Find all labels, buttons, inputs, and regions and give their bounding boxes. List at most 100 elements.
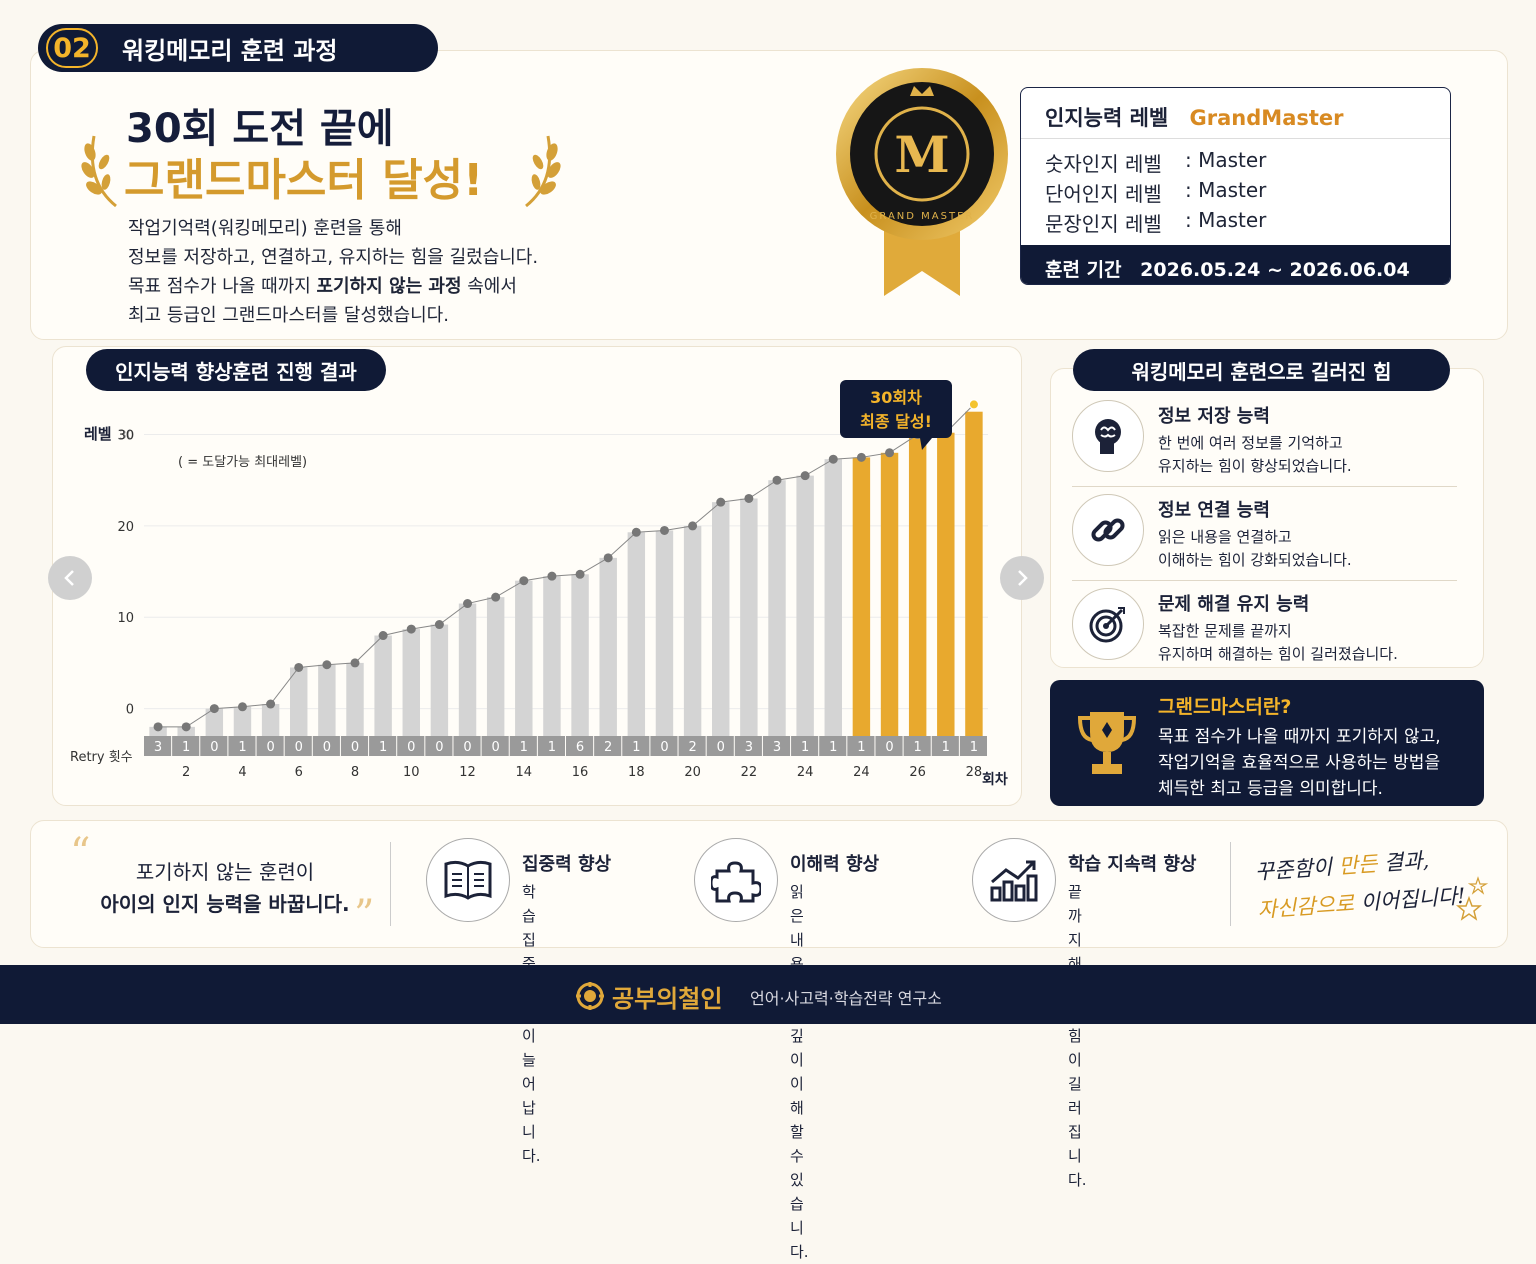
bar — [205, 708, 224, 736]
retry-cell — [734, 736, 762, 756]
max-level-point — [153, 722, 163, 732]
y-tick-label: 30 — [117, 429, 134, 444]
gm-box-line1: 목표 점수가 나올 때까지 포기하지 않고, — [1158, 727, 1441, 747]
retry-count: 1 — [182, 740, 190, 755]
max-level-point — [575, 569, 585, 579]
footer-tagline: 언어·사고력·학습전략 연구소 — [750, 989, 942, 1008]
max-level-point — [519, 576, 529, 586]
retry-count: 2 — [688, 740, 696, 755]
retry-cell — [819, 736, 847, 756]
star-icon — [1456, 896, 1482, 921]
retry-cell — [397, 736, 425, 756]
bar — [712, 502, 730, 736]
bar — [374, 635, 392, 736]
retry-count: 0 — [717, 740, 725, 755]
max-level-point — [716, 497, 726, 507]
section-title: 워킹메모리 훈련 과정 — [122, 36, 338, 65]
retry-count: 3 — [154, 740, 162, 755]
bar — [740, 498, 758, 736]
max-level-point — [406, 624, 416, 634]
max-level-point — [378, 631, 388, 641]
retry-count: 1 — [632, 740, 640, 755]
max-level-point — [209, 704, 219, 714]
retry-count: 1 — [857, 740, 865, 755]
x-tick-label: 14 — [516, 765, 533, 780]
retry-cell — [791, 736, 819, 756]
bar — [261, 704, 280, 736]
bar — [149, 726, 167, 736]
footer: 공부의철인 언어·사고력·학습전략 연구소 — [0, 965, 1536, 1024]
hero-desc-1: 작업기억력(워킹메모리) 훈련을 통해 — [128, 218, 402, 239]
max-level-point — [350, 658, 360, 668]
x-tick-label: 20 — [684, 765, 701, 780]
y-tick-label: 0 — [126, 703, 134, 718]
hero-title-line2: 그랜드마스터 달성! — [124, 155, 484, 206]
x-tick-label: 12 — [459, 765, 476, 780]
feature-info-storage: 정보 저장 능력 한 번에 여러 정보를 기억하고 유지하는 힘이 향상되었습니… — [1072, 400, 1457, 480]
feature-problem-solving: 문제 해결 유지 능력 복잡한 문제를 끝까지 유지하며 해결하는 힘이 길러졌… — [1072, 588, 1457, 668]
level-card-value: GrandMaster — [1189, 106, 1344, 130]
chart-legend: ( = 도달가능 최대레벨) — [178, 455, 307, 470]
retry-count: 0 — [660, 740, 668, 755]
hero-title-line1: 30회 도전 끝에 — [126, 106, 394, 152]
callout-line1: 30회차 — [870, 388, 922, 407]
bar — [683, 525, 702, 736]
x-tick-label: 18 — [628, 765, 645, 780]
bar — [571, 574, 589, 736]
x-axis-label: 회차 — [982, 772, 1008, 788]
max-level-point — [772, 475, 782, 485]
retry-count: 0 — [435, 740, 443, 755]
medal-letter: M — [894, 125, 949, 184]
hero-desc-4: 최고 등급인 그랜드마스터를 달성했습니다. — [128, 305, 449, 326]
callout-line2: 최종 달성! — [860, 412, 932, 431]
retry-cell — [931, 736, 959, 756]
retry-cell — [537, 736, 565, 756]
max-level-point — [434, 620, 444, 630]
bar — [402, 629, 420, 736]
bar — [908, 434, 927, 736]
x-tick-label: 16 — [572, 765, 589, 780]
chart-next-button[interactable] — [1000, 556, 1044, 600]
retry-cell — [425, 736, 453, 756]
retry-cell — [200, 736, 228, 756]
retry-count: 1 — [801, 740, 809, 755]
bar — [768, 480, 786, 736]
max-level-point — [266, 699, 276, 709]
medal-ring-text: GRAND MASTER — [870, 211, 975, 222]
retry-cell — [762, 736, 791, 756]
max-level-point — [688, 521, 698, 531]
bar — [824, 459, 842, 736]
retry-cell — [875, 736, 903, 756]
retry-cell — [228, 736, 256, 756]
max-level-point — [294, 662, 304, 672]
laurel-right-icon — [525, 135, 561, 208]
retry-cell — [453, 736, 481, 756]
x-tick-label: 22 — [741, 765, 758, 780]
bar — [458, 603, 477, 736]
quote: 포기하지 않는 훈련이 아이의 인지 능력을 바꿉니다. — [100, 860, 350, 916]
retry-cell — [172, 736, 200, 756]
max-level-point — [659, 525, 669, 535]
retry-count: 0 — [210, 740, 218, 755]
level-row-sentence: 문장인지 레벨: Master — [1045, 208, 1267, 236]
handwritten-message: 꾸준함이 만든 결과, 자신감으로 이어집니다! — [1254, 848, 1467, 923]
chart-prev-button[interactable] — [48, 556, 92, 600]
bar — [430, 624, 449, 736]
max-level-point — [885, 448, 895, 458]
retry-count: 1 — [914, 740, 922, 755]
y-axis-label: 레벨 — [84, 425, 112, 443]
max-level-point — [237, 702, 247, 712]
bar — [965, 411, 983, 736]
chevron-left-icon — [64, 570, 74, 586]
retry-count: 0 — [885, 740, 893, 755]
bar — [318, 664, 336, 736]
max-level-point — [181, 722, 191, 732]
max-level-point — [800, 471, 810, 481]
max-level-point — [322, 660, 332, 670]
retry-count: 0 — [407, 740, 415, 755]
bar — [233, 706, 252, 736]
chain-link-icon — [1091, 518, 1125, 542]
bar — [852, 457, 871, 736]
gm-box-line2: 작업기억을 효율적으로 사용하는 방법을 — [1158, 753, 1441, 773]
